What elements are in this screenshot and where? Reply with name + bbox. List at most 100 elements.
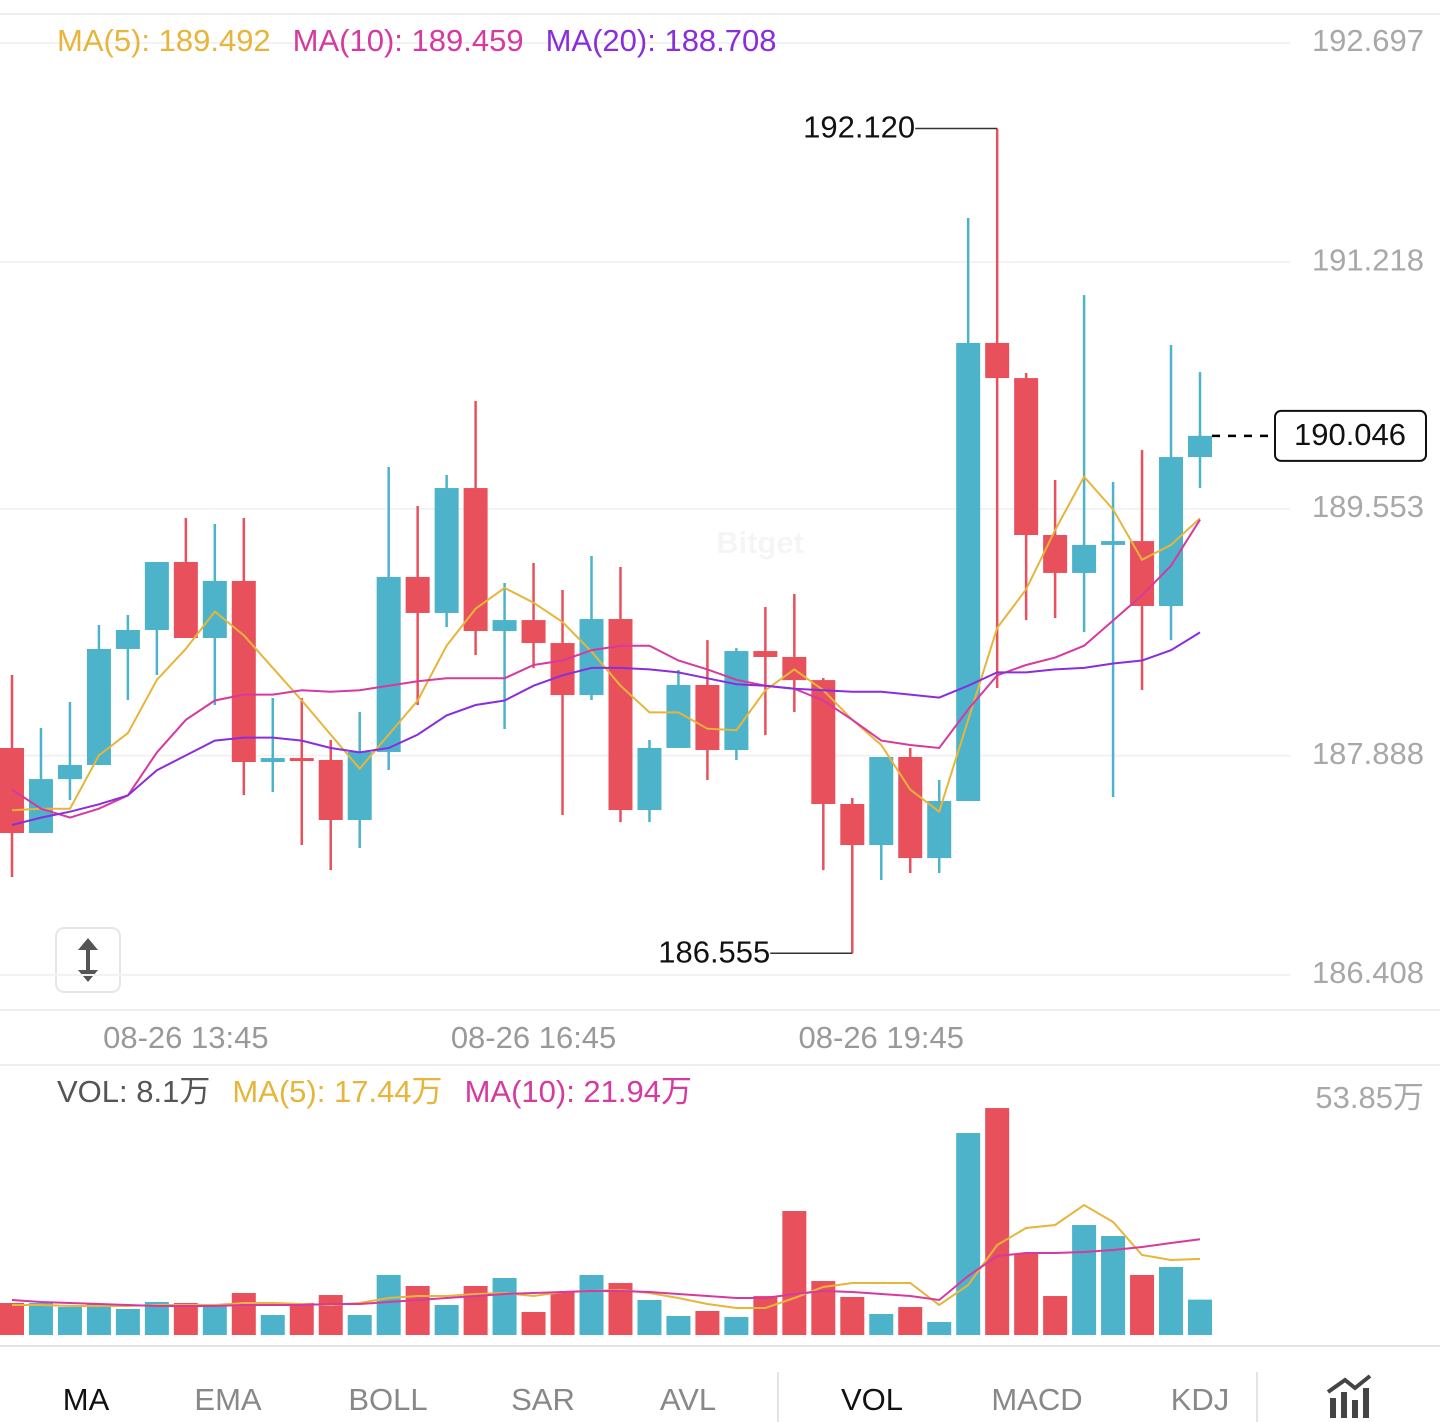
volume-bar [898,1307,923,1335]
volume-bar [28,1303,53,1335]
volume-bar [840,1296,865,1335]
volume-bar [927,1321,952,1335]
candle-body [376,576,401,752]
legend-entry: MA(20): 188.708 [546,23,777,58]
indicator-tab[interactable]: AVL [660,1382,716,1417]
y-tick-label: 192.697 [1312,23,1424,58]
candle-body [637,747,662,811]
ma-line [11,631,1201,826]
candle-body [869,757,894,846]
volume-bar [202,1306,227,1335]
y-tick-label: 191.218 [1312,242,1424,277]
legend-entry: MA(10): 21.94万 [465,1074,692,1109]
ma-line [11,519,1201,819]
legend-entry: MA(5): 17.44万 [232,1074,442,1109]
candle-body [956,342,981,802]
y-tick-label: 189.553 [1312,489,1424,524]
volume-bar [1159,1267,1184,1335]
indicator-tab[interactable]: EMA [194,1382,262,1417]
volume-bar [1188,1299,1212,1335]
candle-body [492,620,517,632]
ma-line [11,1238,1201,1307]
candle-body [318,759,343,820]
volume-bar [144,1302,169,1335]
candle-body [521,620,546,644]
candle-body [57,765,82,780]
indicator-tab[interactable]: BOLL [348,1382,427,1417]
candle-body [1159,457,1184,606]
candle-body [1101,541,1126,545]
candle-body [1188,435,1212,458]
candle-body [202,580,227,639]
candle-body [28,779,53,834]
indicator-tab[interactable]: MA [63,1382,110,1417]
last-price-label: 190.046 [1294,417,1406,452]
extreme-label: 192.120 [803,110,915,145]
candle-body [405,576,430,613]
volume-bar [1043,1296,1068,1335]
candle-body [289,758,314,762]
x-tick-label: 08-26 13:45 [103,1020,268,1055]
candle-body [260,758,285,763]
candle-body [144,561,169,631]
x-tick-label: 08-26 19:45 [799,1020,964,1055]
volume-bar [289,1303,314,1335]
candle-body [347,751,372,820]
candle-body [695,684,720,751]
y-tick-label: 186.408 [1312,955,1424,990]
volume-bar [1130,1274,1155,1335]
volume-bar [376,1274,401,1335]
volume-bar [173,1303,198,1335]
candle-body [985,342,1010,379]
volume-bar [492,1278,517,1335]
y-tick-label: 53.85万 [1315,1080,1424,1115]
volume-bar [782,1211,807,1335]
candle-body [579,619,604,696]
indicator-tab[interactable]: SAR [511,1382,575,1417]
volume-bar [318,1295,343,1335]
candle-body [1043,535,1068,573]
volume-bar [434,1305,459,1335]
candle-body [434,488,459,613]
volume-bar [115,1308,140,1335]
volume-bar [57,1307,82,1335]
volume-bar [86,1304,111,1335]
scale-toggle-button[interactable] [55,927,121,993]
indicator-tab[interactable]: MACD [991,1382,1082,1417]
y-tick-label: 187.888 [1312,736,1424,771]
candle-body [1072,544,1097,573]
legend-entry: VOL: 8.1万 [57,1074,210,1109]
volume-bar [260,1315,285,1335]
volume-bar [695,1310,720,1335]
candle-body [1014,378,1039,536]
volume-bar [0,1303,24,1335]
legend-entry: MA(5): 189.492 [57,23,271,58]
candle-body [840,803,865,846]
candle-body [898,757,923,859]
chart-type-icon[interactable] [1326,1374,1372,1418]
extreme-label: 186.555 [658,934,770,969]
last-price-box [1274,409,1427,462]
indicator-tab[interactable]: KDJ [1171,1382,1230,1417]
candle-body [550,643,575,696]
volume-bar [985,1108,1010,1335]
watermark: Bitget [716,525,804,560]
volume-bar [347,1315,372,1335]
candle-body [231,580,256,763]
candle-body [724,651,749,751]
legend-entry: MA(10): 189.459 [293,23,524,58]
volume-bar [1101,1236,1126,1335]
volume-bar [1072,1225,1097,1335]
volume-bar [405,1285,430,1335]
volume-bar [550,1292,575,1335]
volume-bar [231,1293,256,1335]
candle-body [463,488,488,632]
volume-bar [956,1133,981,1335]
candle-body [608,619,633,811]
volume-bar [869,1314,894,1335]
indicator-tab[interactable]: VOL [841,1382,903,1417]
volume-bar [724,1317,749,1335]
volume-bar [1014,1254,1039,1335]
volume-bar [666,1316,691,1335]
